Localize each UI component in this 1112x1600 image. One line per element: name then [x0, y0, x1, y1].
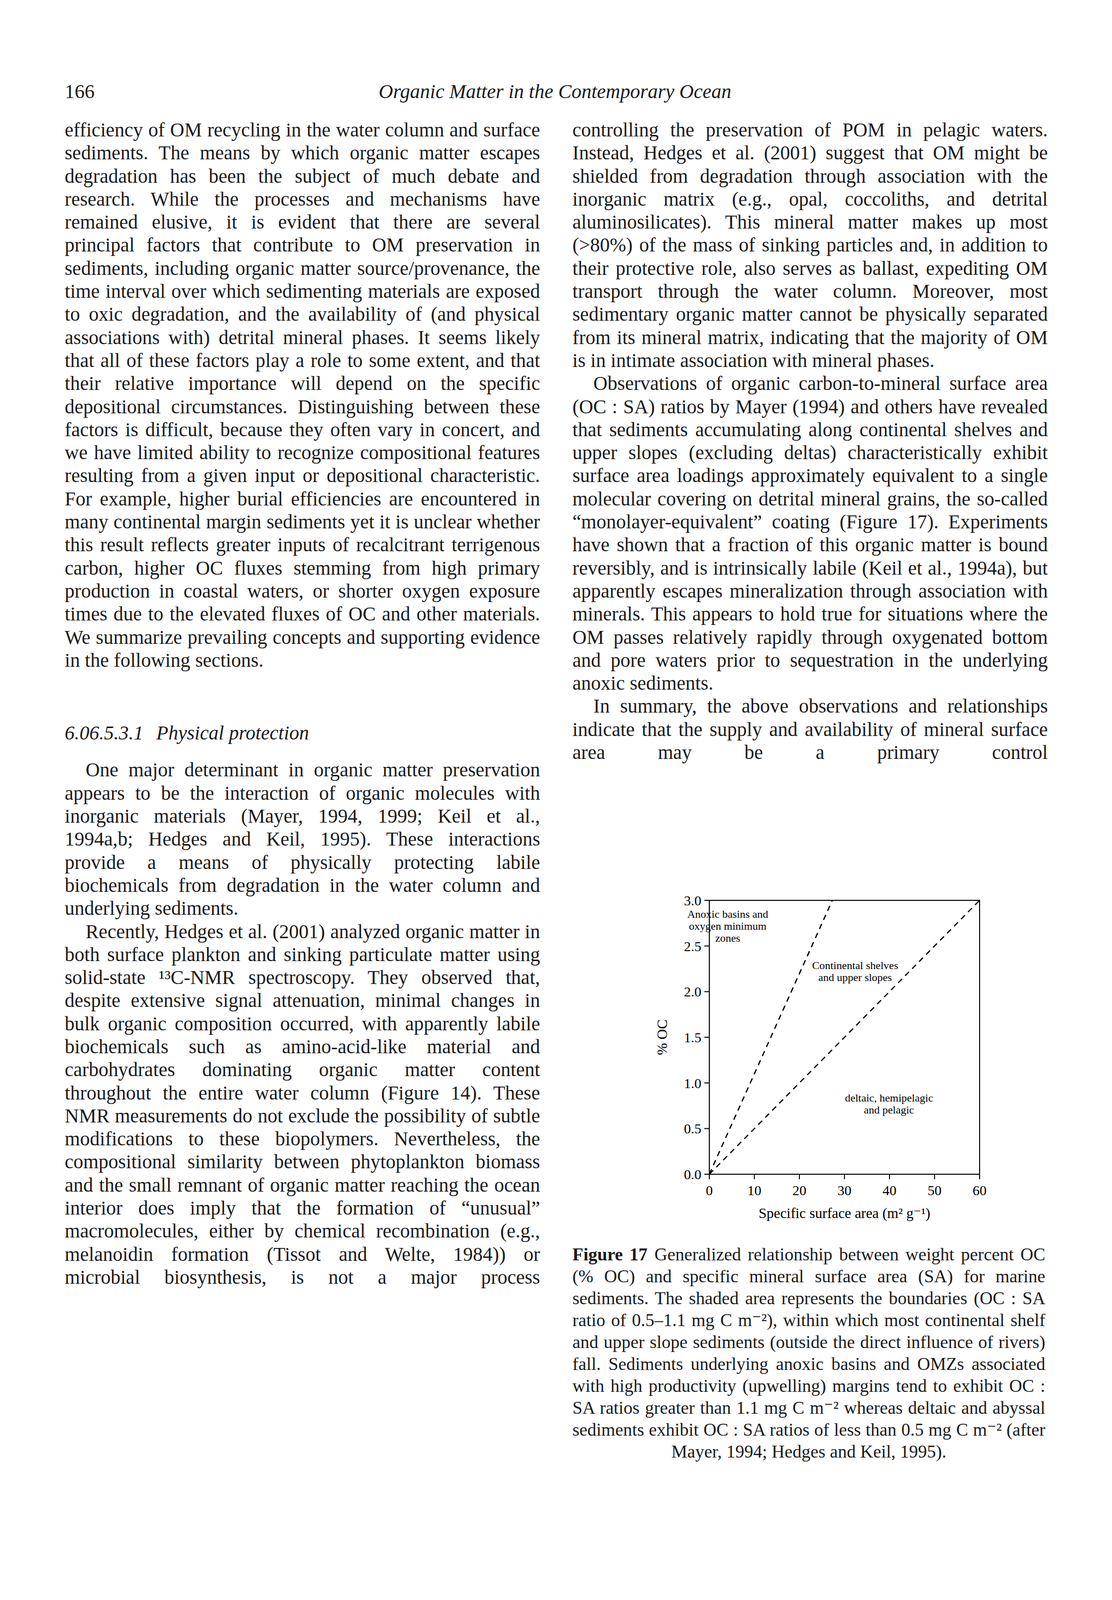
y-tick-label: 2.0: [683, 983, 702, 1000]
x-tick-label: 40: [882, 1182, 897, 1198]
x-tick-label: 30: [837, 1182, 852, 1198]
y-tick-label: 3.0: [683, 892, 702, 908]
x-tick: [754, 1173, 756, 1179]
x-tick: [798, 1173, 800, 1179]
paragraph: controlling the preservation of POM in p…: [572, 118, 1048, 372]
section-heading: 6.06.5.3.1 Physical protection: [64, 721, 541, 745]
paragraph: In summary, the above observations and r…: [572, 694, 1048, 764]
section-title: Physical protection: [156, 721, 310, 744]
page-number: 166: [64, 79, 95, 104]
y-tick: [704, 990, 710, 992]
y-tick-label: 0.5: [683, 1120, 702, 1136]
paragraph: One major determinant in organic matter …: [64, 758, 541, 920]
y-tick-label: 2.5: [683, 938, 702, 954]
y-tick-label: 1.0: [683, 1075, 702, 1091]
region-label: zones: [715, 931, 741, 944]
y-tick: [704, 1082, 710, 1084]
y-tick: [704, 1127, 710, 1129]
boundary-line: [709, 899, 833, 1174]
x-tick: [934, 1173, 936, 1179]
x-tick: [708, 1173, 710, 1179]
x-tick-label: 20: [792, 1182, 807, 1198]
y-tick: [704, 945, 710, 947]
y-tick: [704, 1173, 710, 1175]
region-label: and pelagic: [864, 1103, 915, 1116]
y-tick: [704, 1036, 710, 1038]
plot-area: [709, 899, 980, 1174]
y-tick-label: 1.5: [683, 1029, 702, 1045]
paragraph: Observations of organic carbon-to-minera…: [572, 371, 1048, 695]
x-tick: [889, 1173, 890, 1179]
x-tick: [844, 1173, 846, 1179]
x-tick-label: 0: [705, 1182, 713, 1198]
y-tick-label: 0.0: [683, 1166, 702, 1182]
text-column: efficiency of OM recycling in the water …: [64, 118, 541, 1289]
x-tick-label: 60: [972, 1182, 987, 1198]
y-axis-label: % OC: [654, 1018, 670, 1055]
x-axis-label: Specific surface area (m² g⁻¹): [758, 1204, 931, 1222]
text-column: controlling the preservation of POM in p…: [572, 118, 1048, 764]
region-label: Anoxic basins and: [687, 907, 769, 920]
region-label: Continental shelves: [812, 958, 899, 972]
caption-text: Generalized relationship between weight …: [572, 1243, 1046, 1461]
section-number: 6.06.5.3.1: [64, 721, 144, 744]
running-title: Organic Matter in the Contemporary Ocean: [64, 79, 1046, 104]
paragraph: efficiency of OM recycling in the water …: [64, 118, 541, 672]
region-label: oxygen minimum: [688, 919, 767, 932]
x-tick: [979, 1173, 981, 1179]
region-label: deltaic, hemipelagic: [844, 1091, 933, 1104]
region-label: and upper slopes: [818, 970, 892, 984]
figure-caption: Figure 17Generalized relationship betwee…: [572, 1242, 1046, 1462]
y-tick: [704, 899, 710, 901]
x-tick-label: 50: [927, 1182, 942, 1198]
boundary-line: [709, 899, 980, 1174]
plot-frame: [709, 899, 980, 1174]
paragraph: Recently, Hedges et al. (2001) analyzed …: [64, 919, 541, 1289]
x-tick-label: 10: [747, 1182, 762, 1198]
caption-label: Figure 17: [572, 1243, 648, 1264]
page-header: 166Organic Matter in the Contemporary Oc…: [64, 79, 1046, 105]
